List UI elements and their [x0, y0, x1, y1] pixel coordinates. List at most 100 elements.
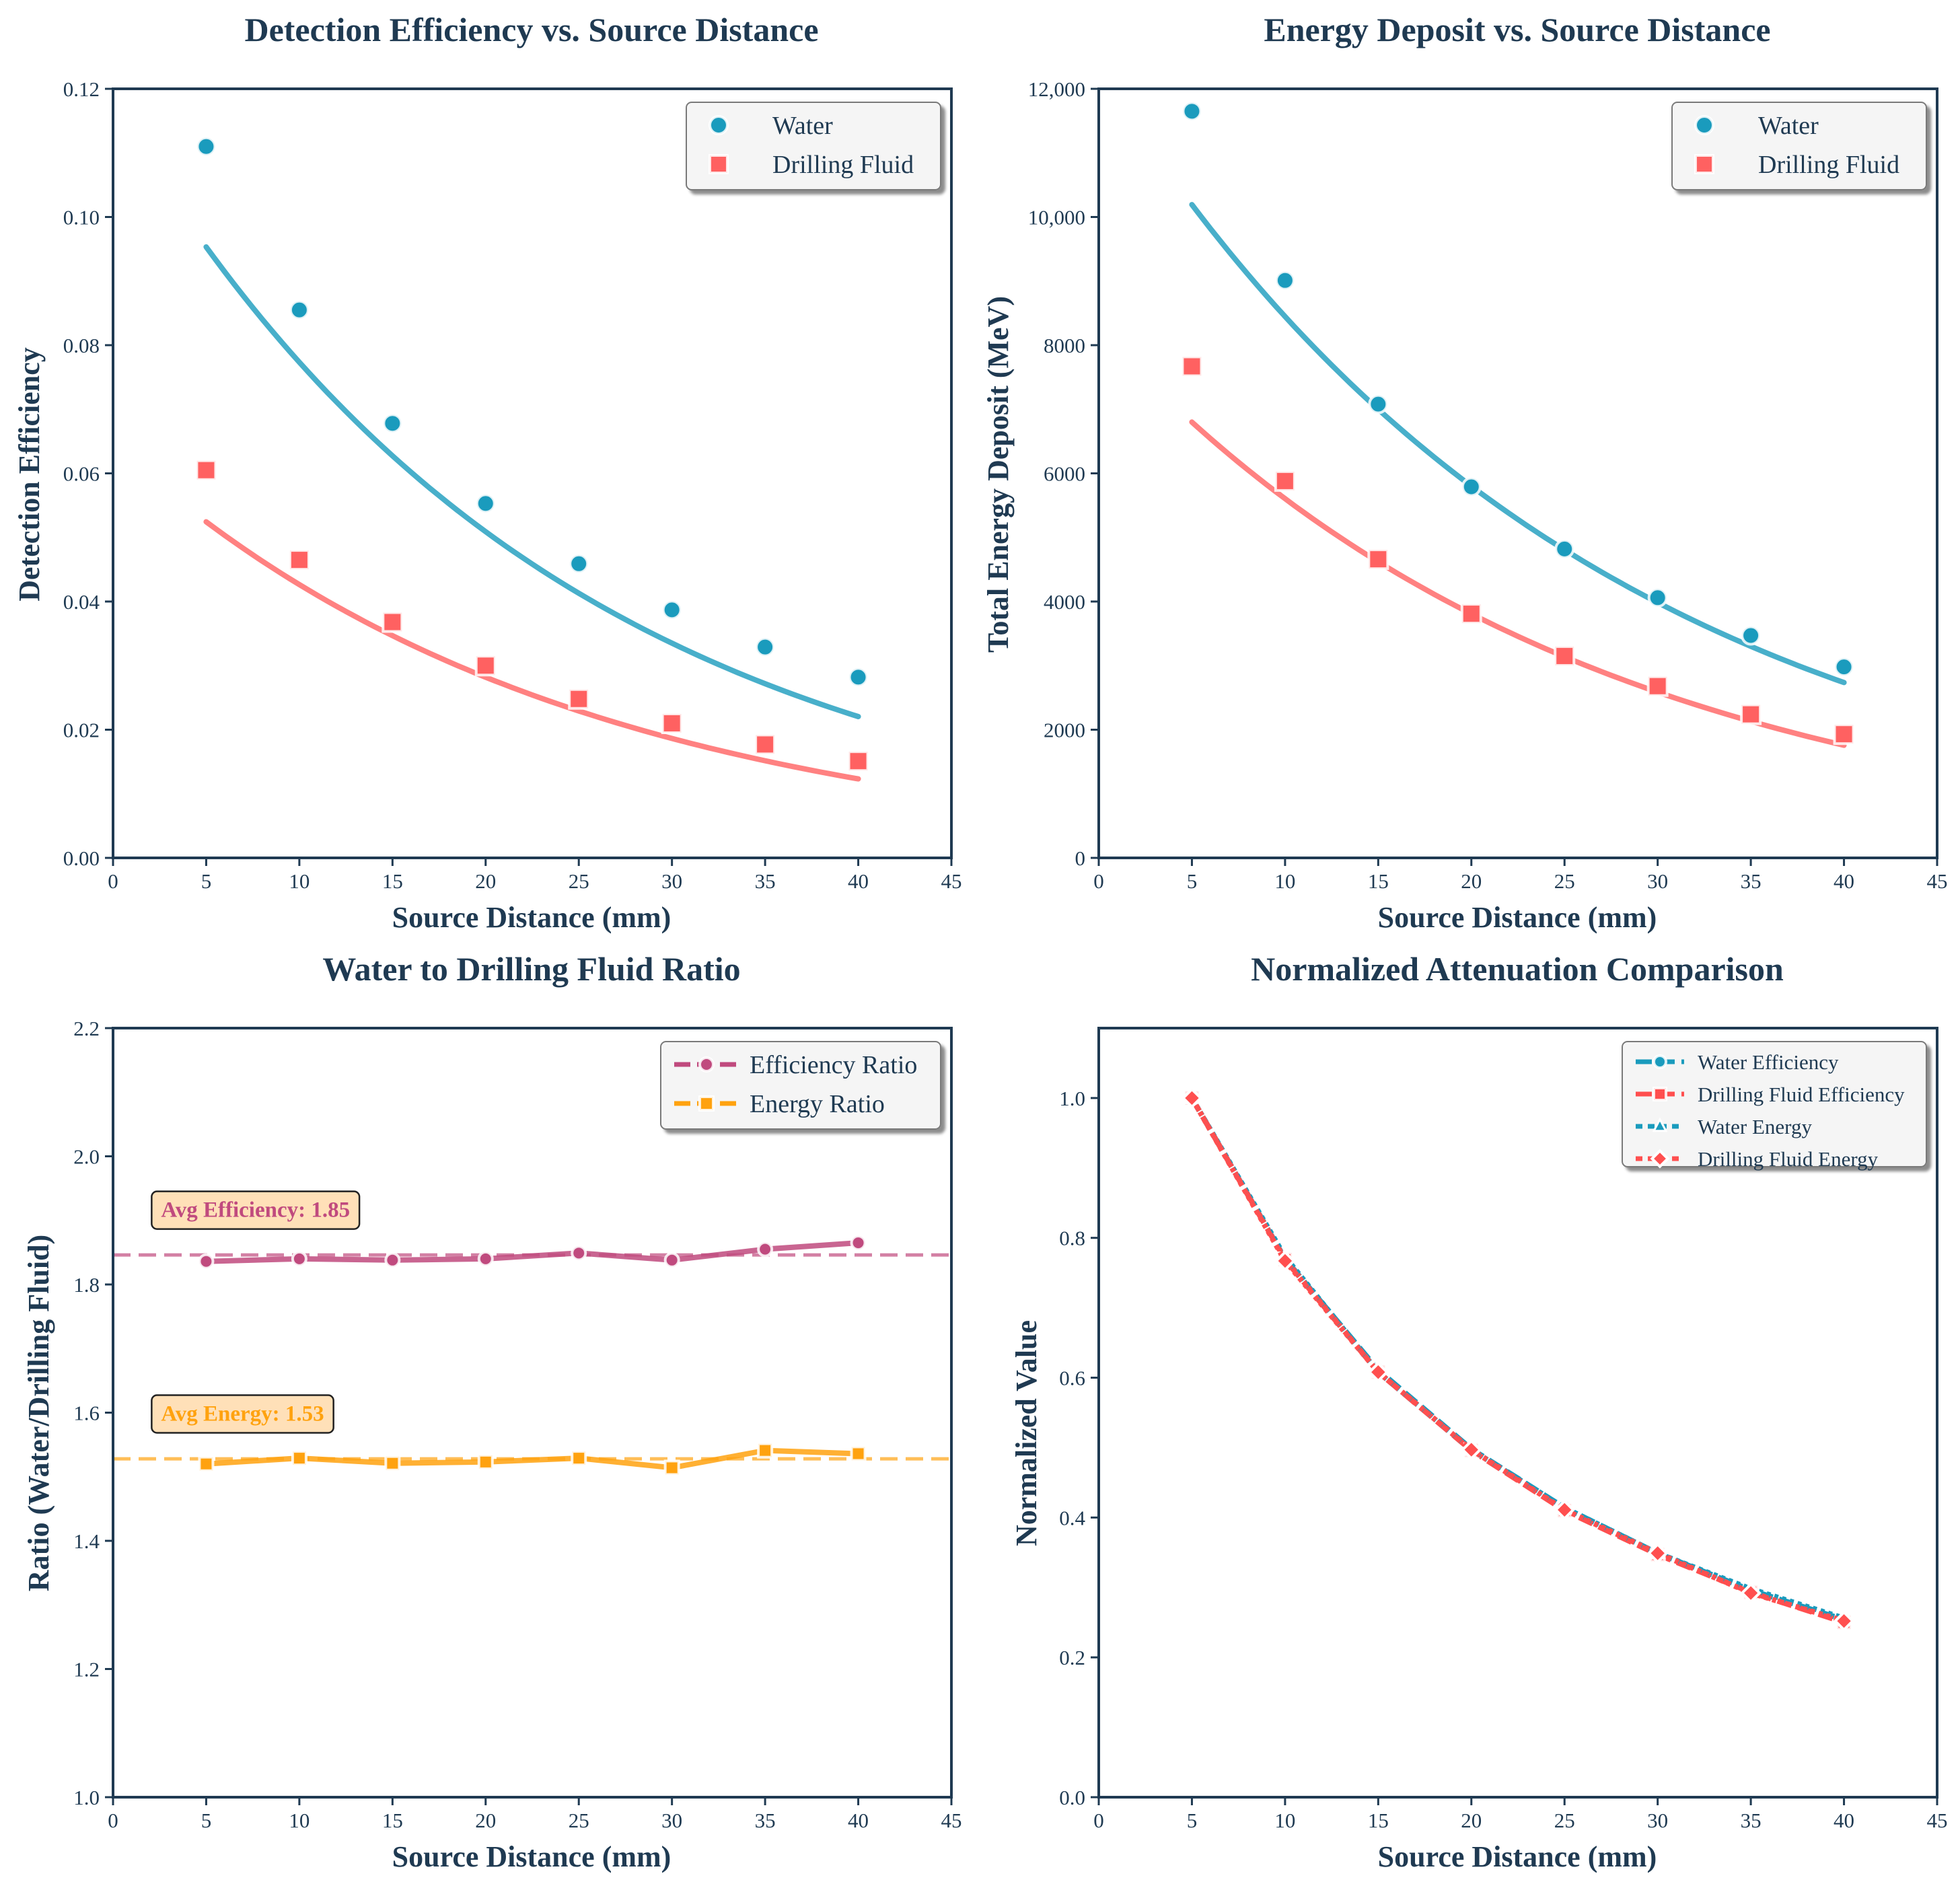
annotation-text: Avg Efficiency: 1.85: [161, 1198, 350, 1223]
data-point: [754, 733, 776, 756]
data-point: [850, 1235, 867, 1252]
series-line: [206, 1447, 859, 1471]
data-point: [477, 1250, 494, 1267]
panel-ratio: Water to Drilling Fluid Ratio 0 5 10 15 20 25…: [22, 950, 962, 1873]
annotation: Avg Efficiency: 1.85: [151, 1190, 361, 1230]
data-point: [1461, 476, 1482, 497]
x-tick-label: 40: [848, 1809, 869, 1832]
legend-label: Water: [1758, 112, 1819, 140]
plot-area: 0 5 10 15 20 25 30 35 40 45 0.0 0.2 0.4 0.6 0.8 1.0 Wate…: [1059, 1027, 1948, 1832]
data-point: [1646, 675, 1669, 697]
series-water: [1182, 101, 1854, 686]
data-point: [1833, 1610, 1855, 1632]
x-tick-label: 40: [1834, 1809, 1854, 1832]
data-point: [196, 136, 217, 157]
data-point: [195, 459, 217, 481]
series-efficiency-ratio: [113, 1235, 951, 1270]
plot-area: 0 5 10 15 20 25 30 35 40 45 1.0 1.2 1.4 1.6 1.8 2.0 2.2 A…: [73, 1017, 961, 1832]
y-tick-label: 8000: [1044, 334, 1085, 357]
legend-item: Efficiency Ratio: [674, 1051, 917, 1079]
data-point: [1833, 723, 1855, 746]
x-tick-label: 40: [848, 869, 869, 893]
y-tick-label: 0: [1075, 846, 1086, 870]
legend-item: Drilling Fluid: [1694, 151, 1899, 179]
data-point: [289, 299, 310, 320]
y-tick-label: 0.08: [63, 334, 100, 357]
y-tick-label: 1.4: [73, 1529, 100, 1553]
legend: Water Efficiency Drilling Fluid Efficienc…: [1622, 1041, 1927, 1171]
axes-frame: [112, 87, 953, 859]
data-point: [848, 667, 869, 688]
x-tick-label: 5: [201, 1809, 212, 1832]
legend-marker: [698, 1056, 715, 1073]
x-tick-label: 0: [108, 869, 118, 893]
y-tick-label: 0.00: [63, 846, 100, 870]
legend-label: Water Energy: [1698, 1115, 1812, 1138]
series-drilling-fluid: [195, 459, 869, 782]
data-point: [1554, 1499, 1576, 1521]
panel-title: Detection Efficiency vs. Source Distance: [244, 11, 818, 48]
x-tick-label: 25: [569, 869, 589, 893]
data-point: [1740, 703, 1762, 725]
legend-item: Drilling Fluid Efficiency: [1636, 1083, 1905, 1106]
x-tick-label: 20: [1461, 869, 1482, 893]
legend-label: Efficiency Ratio: [750, 1051, 917, 1079]
data-point: [1274, 470, 1296, 492]
panel-energy-deposit: Energy Deposit vs. Source Distance 0 5 10 1…: [982, 11, 1948, 934]
x-tick-label: 40: [1834, 869, 1854, 893]
x-axis-label: Source Distance (mm): [392, 901, 672, 934]
data-point: [1740, 1582, 1762, 1604]
panel-normalized: Normalized Attenuation Comparison 0 5 10 15…: [1010, 950, 1948, 1873]
y-tick-label: 0.0: [1059, 1786, 1085, 1809]
series-drilling-fluid: [1181, 355, 1855, 748]
y-tick-label: 12,000: [1028, 77, 1085, 101]
x-tick-label: 5: [201, 869, 212, 893]
data-point: [384, 1455, 401, 1472]
legend-label: Drilling Fluid Energy: [1698, 1147, 1879, 1171]
x-tick-label: 25: [1554, 1809, 1575, 1832]
y-tick-label: 1.6: [73, 1402, 100, 1425]
fit-curve: [203, 519, 861, 782]
data-point: [1834, 657, 1854, 678]
axes-frame: [1097, 87, 1938, 859]
data-point: [568, 688, 590, 710]
data-point: [382, 611, 404, 633]
panel-title: Water to Drilling Fluid Ratio: [322, 950, 740, 988]
data-point: [1554, 645, 1576, 667]
data-point: [291, 1250, 307, 1267]
x-tick-label: 5: [1187, 869, 1198, 893]
x-tick-label: 5: [1187, 1809, 1198, 1832]
y-tick-label: 0.6: [1059, 1367, 1085, 1390]
x-tick-label: 35: [1741, 1809, 1762, 1832]
legend-marker: [1653, 1087, 1667, 1101]
legend-marker: [1694, 154, 1714, 174]
legend-label: Drilling Fluid: [1758, 151, 1899, 179]
legend-box: [686, 102, 941, 190]
annotation-text: Avg Energy: 1.53: [161, 1402, 324, 1426]
y-axis-label: Total Energy Deposit (MeV): [982, 296, 1015, 653]
data-point: [1181, 1087, 1203, 1109]
x-tick-label: 20: [1461, 1809, 1482, 1832]
legend: Water Drilling Fluid: [1671, 102, 1927, 190]
y-tick-label: 0.2: [1059, 1646, 1085, 1669]
annotation: Avg Energy: 1.53: [151, 1394, 334, 1434]
series-energy-ratio: [113, 1442, 951, 1476]
y-tick-label: 1.8: [73, 1273, 100, 1297]
fit-curve: [1189, 419, 1847, 748]
data-point: [291, 1450, 307, 1467]
data-point: [1647, 587, 1668, 608]
x-tick-label: 25: [569, 1809, 589, 1832]
panel-title: Normalized Attenuation Comparison: [1251, 950, 1784, 988]
x-tick-label: 15: [382, 1809, 403, 1832]
axes-frame: [112, 1027, 953, 1799]
annotation-box: [151, 1394, 334, 1434]
x-tick-label: 10: [289, 1809, 310, 1832]
legend-item: Water Energy: [1636, 1115, 1812, 1138]
data-point: [661, 712, 683, 734]
x-tick-label: 10: [1274, 1809, 1295, 1832]
x-tick-label: 30: [661, 869, 682, 893]
panel-detection-efficiency: Detection Efficiency vs. Source Distance…: [13, 11, 962, 934]
y-tick-label: 2.0: [73, 1145, 100, 1169]
data-point: [1182, 101, 1202, 122]
y-tick-label: 10,000: [1028, 206, 1085, 229]
